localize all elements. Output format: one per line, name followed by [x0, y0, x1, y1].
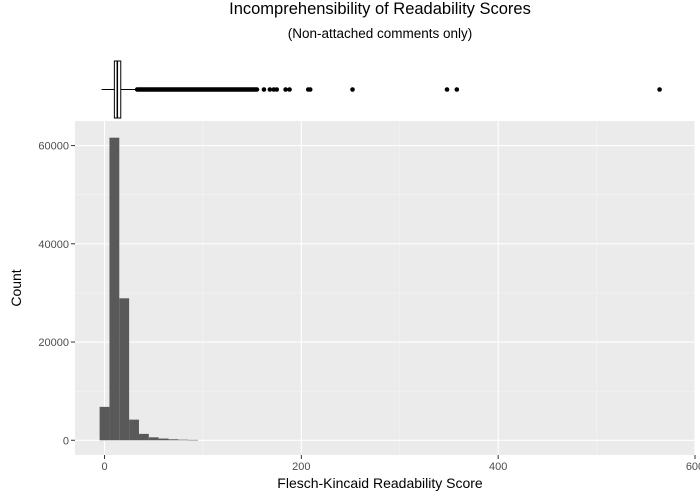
x-tick-label: 200	[292, 461, 310, 473]
chart-subtitle: (Non-attached comments only)	[288, 26, 473, 41]
major-gridlines	[75, 121, 696, 455]
y-tick-label: 40000	[38, 239, 69, 251]
box-outlier-point	[287, 87, 292, 92]
histogram-bar	[168, 439, 179, 441]
x-tick-label: 600	[686, 461, 700, 473]
plot-panel	[75, 121, 695, 455]
histogram-bar	[109, 137, 120, 441]
chart-title: Incomprehensibility of Readability Score…	[229, 0, 531, 18]
histogram-bar	[158, 438, 169, 441]
y-axis: 0 20000 40000 60000	[38, 141, 75, 447]
histogram-bar	[148, 437, 159, 441]
histogram-bar	[119, 298, 130, 441]
box-outlier-point	[444, 87, 450, 92]
x-tick-label: 400	[489, 461, 507, 473]
x-axis: 0 200 400 600	[101, 455, 700, 473]
box-outlier-point	[454, 87, 460, 92]
histogram-bar	[138, 433, 149, 441]
box-outlier-point	[274, 87, 280, 92]
minor-gridlines	[75, 121, 695, 455]
histogram-bar	[129, 419, 139, 441]
histogram-bar	[99, 406, 110, 441]
box-outlier-point	[283, 87, 288, 92]
box-outlier-point	[307, 87, 313, 92]
box-outlier-point	[350, 87, 355, 92]
boxplot	[101, 60, 662, 119]
y-axis-title: Count	[8, 269, 24, 306]
histogram-bar	[188, 439, 199, 441]
histogram-bar	[178, 439, 189, 441]
box-outlier-point	[267, 87, 273, 92]
box-outlier-point	[657, 87, 662, 92]
y-tick-label: 0	[63, 435, 69, 447]
histogram-bars	[99, 137, 199, 441]
y-tick-label: 20000	[38, 337, 69, 349]
x-tick-label: 0	[101, 461, 107, 473]
x-axis-title: Flesch-Kincaid Readability Score	[277, 475, 483, 491]
y-tick-label: 60000	[38, 141, 69, 153]
box-outlier-point	[261, 87, 267, 92]
